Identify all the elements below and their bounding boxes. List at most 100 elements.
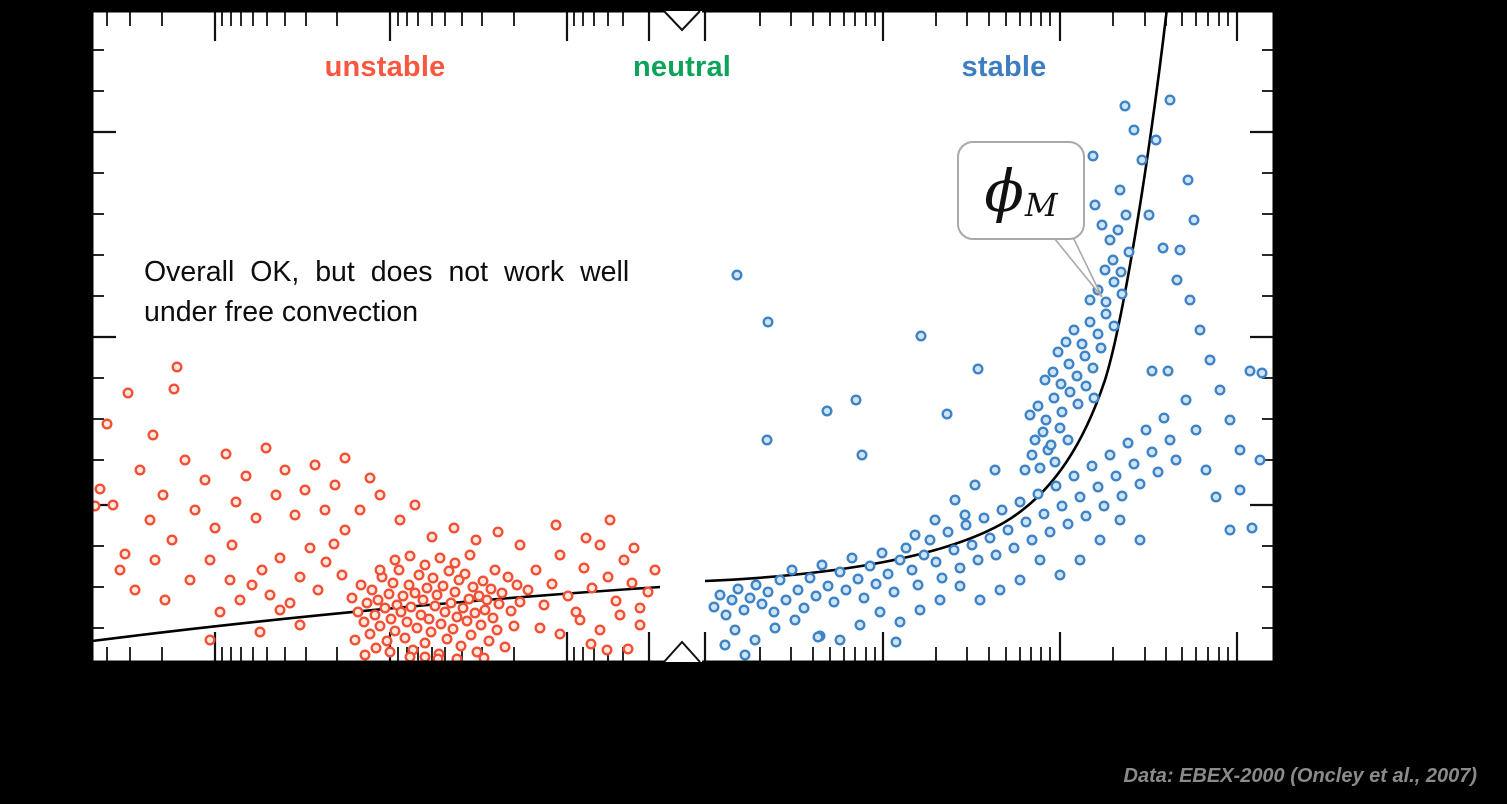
data-point xyxy=(199,474,211,486)
data-point xyxy=(894,554,906,566)
data-point xyxy=(1008,542,1020,554)
plot-background xyxy=(92,11,1274,662)
data-point xyxy=(168,383,180,395)
data-point xyxy=(1150,134,1162,146)
data-point xyxy=(461,615,473,627)
data-point xyxy=(364,628,376,640)
data-point xyxy=(220,448,232,460)
data-point xyxy=(888,586,900,598)
data-point xyxy=(134,464,146,476)
data-point xyxy=(409,499,421,511)
data-point xyxy=(1098,500,1110,512)
data-point xyxy=(254,626,266,638)
data-point xyxy=(1162,365,1174,377)
data-point xyxy=(107,499,119,511)
data-point xyxy=(894,616,906,628)
data-point xyxy=(1063,358,1075,370)
data-point xyxy=(171,361,183,373)
data-point xyxy=(479,604,491,616)
data-point xyxy=(319,504,331,516)
data-point xyxy=(719,639,731,651)
phi-subscript: M xyxy=(1024,185,1058,224)
data-point xyxy=(374,620,386,632)
data-point xyxy=(159,594,171,606)
data-point xyxy=(1064,386,1076,398)
data-point xyxy=(1188,214,1200,226)
data-point xyxy=(1174,244,1186,256)
data-point xyxy=(374,489,386,501)
data-point xyxy=(234,594,246,606)
data-point xyxy=(1157,242,1169,254)
data-point xyxy=(821,405,833,417)
data-point xyxy=(959,509,971,521)
data-point xyxy=(387,577,399,589)
data-point xyxy=(1123,246,1135,258)
phi-symbol: ϕ xyxy=(984,156,1024,225)
data-point xyxy=(1088,392,1100,404)
data-point xyxy=(1146,446,1158,458)
data-point xyxy=(1054,422,1066,434)
data-point xyxy=(1200,464,1212,476)
data-point xyxy=(864,560,876,572)
data-point xyxy=(437,580,449,592)
data-point xyxy=(366,584,378,596)
data-point xyxy=(972,363,984,375)
data-point xyxy=(769,622,781,634)
data-point xyxy=(464,549,476,561)
data-point xyxy=(580,532,592,544)
data-point xyxy=(478,652,490,661)
data-point xyxy=(1204,354,1216,366)
data-point xyxy=(969,479,981,491)
data-point xyxy=(1116,288,1128,300)
data-point xyxy=(250,512,262,524)
data-point xyxy=(628,542,640,554)
data-point xyxy=(1034,462,1046,474)
data-point xyxy=(355,579,367,591)
data-point xyxy=(856,449,868,461)
data-point xyxy=(404,550,416,562)
data-point xyxy=(419,637,431,649)
data-point xyxy=(749,634,761,646)
data-point xyxy=(471,646,483,658)
data-point xyxy=(1094,534,1106,546)
data-point xyxy=(339,524,351,536)
data-point xyxy=(481,594,493,606)
data-point xyxy=(1038,508,1050,520)
data-point xyxy=(594,624,606,636)
data-point xyxy=(352,606,364,618)
data-point xyxy=(395,606,407,618)
data-point xyxy=(978,512,990,524)
data-point xyxy=(634,619,646,631)
data-point xyxy=(882,568,894,580)
data-point xyxy=(496,587,508,599)
data-point xyxy=(1060,336,1072,348)
data-point xyxy=(604,514,616,526)
data-point xyxy=(546,578,558,590)
data-point xyxy=(445,597,457,609)
data-point xyxy=(1048,392,1060,404)
unstable-points-group xyxy=(93,361,661,661)
data-point xyxy=(1074,491,1086,503)
data-point xyxy=(562,590,574,602)
data-point xyxy=(499,641,511,653)
data-point xyxy=(508,620,520,632)
data-point xyxy=(256,564,268,576)
data-point xyxy=(602,571,614,583)
data-point xyxy=(147,429,159,441)
data-point xyxy=(1062,434,1074,446)
data-point xyxy=(184,574,196,586)
data-point xyxy=(822,580,834,592)
data-point xyxy=(385,613,397,625)
data-point xyxy=(1095,342,1107,354)
data-point xyxy=(1047,366,1059,378)
data-point xyxy=(1054,569,1066,581)
data-point xyxy=(1244,365,1256,377)
data-point xyxy=(840,584,852,596)
data-point xyxy=(1072,398,1084,410)
data-point xyxy=(511,579,523,591)
data-point xyxy=(1158,412,1170,424)
data-point xyxy=(1044,526,1056,538)
data-point xyxy=(1096,219,1108,231)
data-point xyxy=(419,651,431,661)
data-point xyxy=(411,622,423,634)
